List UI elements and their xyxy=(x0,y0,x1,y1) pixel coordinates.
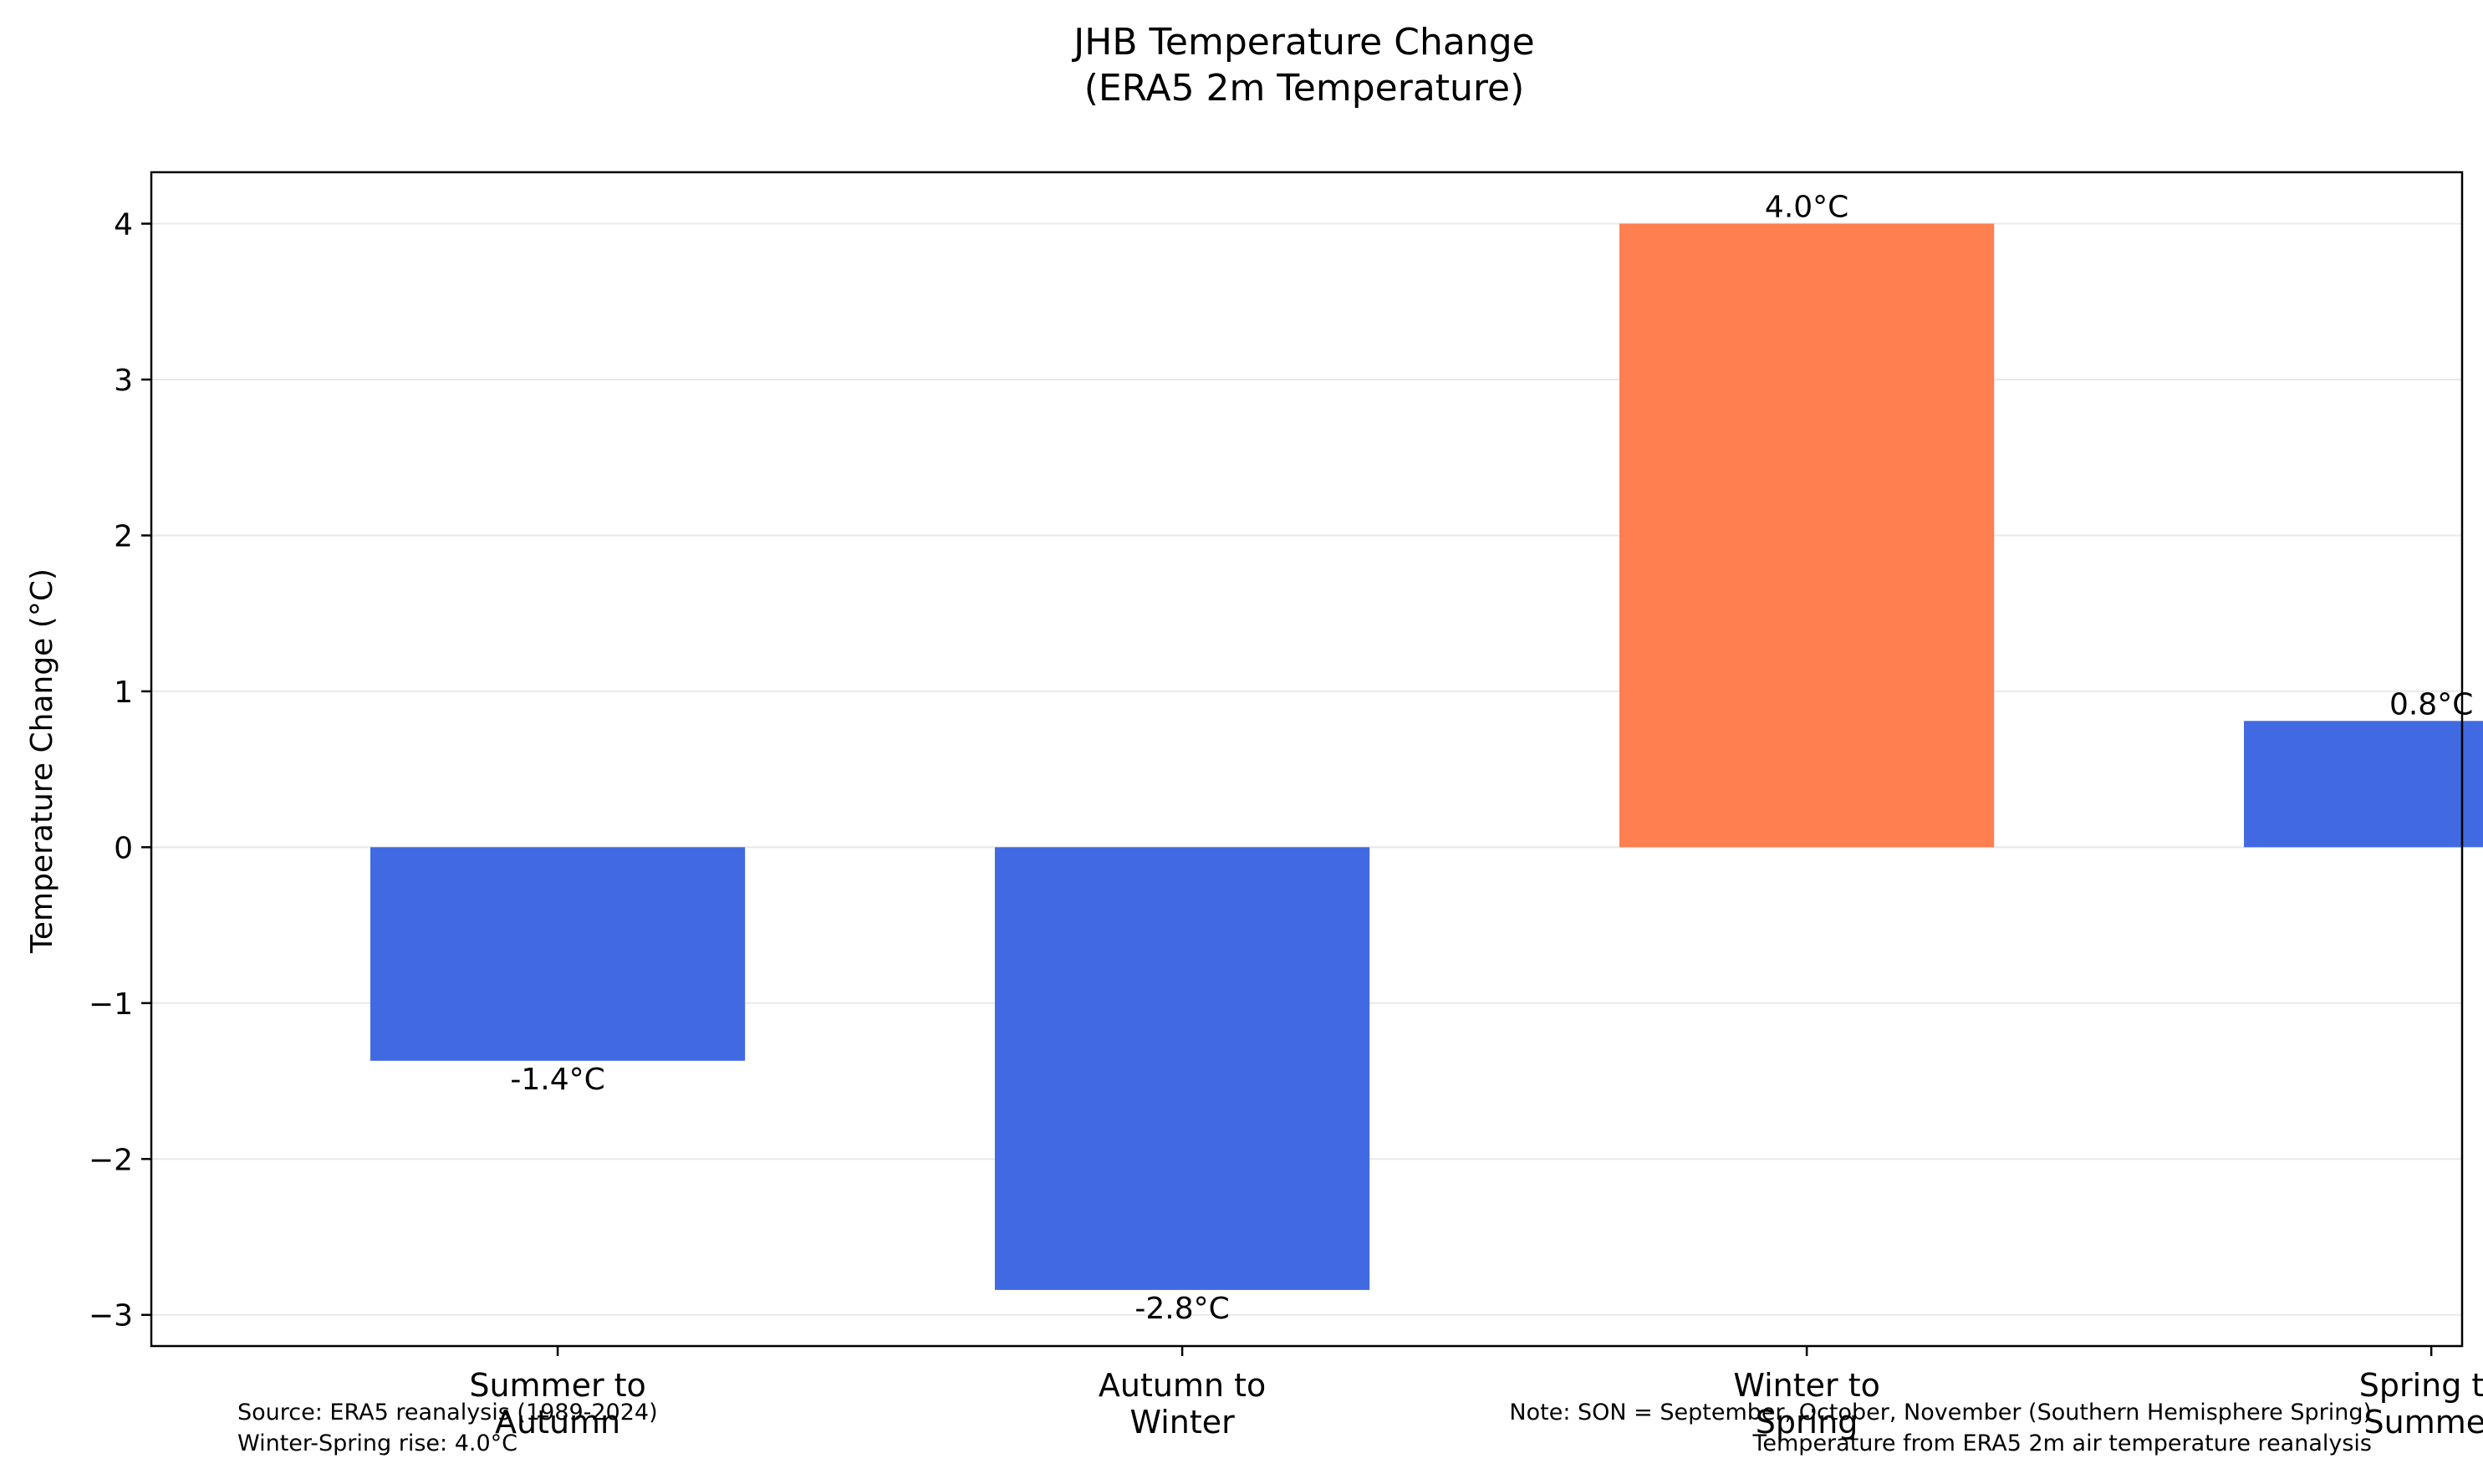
y-tick-label: −2 xyxy=(89,1143,133,1177)
bar-value-label: -2.8°C xyxy=(1134,1292,1229,1326)
x-tick-label: Spring xyxy=(1756,1404,1858,1441)
bar xyxy=(370,847,746,1061)
y-tick-label: 1 xyxy=(114,676,133,710)
source-note: Source: ERA5 reanalysis (1989-2024) xyxy=(237,1400,658,1425)
x-tick-label: Summer xyxy=(2364,1404,2483,1441)
x-tick-label: Winter xyxy=(1129,1404,1235,1441)
bar xyxy=(2244,721,2483,848)
x-tick-label: Summer to xyxy=(469,1367,645,1404)
x-tick-label: Autumn xyxy=(495,1404,620,1441)
chart-title-line-2: (ERA5 2m Temperature) xyxy=(1084,67,1525,110)
bar-value-label: 4.0°C xyxy=(1765,191,1848,225)
footnote-left: Source: ERA5 reanalysis (1989-2024) Wint… xyxy=(237,1400,658,1456)
x-tick-label: Winter to xyxy=(1733,1367,1880,1404)
y-axis-label: Temperature Change (°C) xyxy=(25,569,59,954)
bars: -1.4°C -2.8°C 4.0°C 0.8°C xyxy=(370,191,2483,1326)
bar-value-label: 0.8°C xyxy=(2389,687,2473,722)
bar xyxy=(994,847,1370,1290)
bar xyxy=(1619,223,1995,848)
son-note: Note: SON = September, October, November… xyxy=(1509,1400,2372,1425)
x-tick-label: Autumn to xyxy=(1099,1367,1266,1404)
y-tick-label: 2 xyxy=(114,519,133,553)
y-tick-label: 3 xyxy=(114,364,133,398)
y-tick-label: −1 xyxy=(89,987,133,1022)
footnote-right: Note: SON = September, October, November… xyxy=(1509,1400,2372,1456)
winter-spring-note: Winter-Spring rise: 4.0°C xyxy=(237,1430,518,1456)
plot-frame xyxy=(150,171,2464,1348)
x-tick-label: Spring to xyxy=(2359,1367,2483,1404)
bar-value-label: -1.4°C xyxy=(510,1063,604,1097)
y-tick-label: −3 xyxy=(89,1299,133,1334)
y-tick-label: 0 xyxy=(114,831,133,865)
reanalysis-note: Temperature from ERA5 2m air temperature… xyxy=(1751,1430,2372,1456)
y-tick-label: 4 xyxy=(114,208,133,242)
chart-title-line-1: JHB Temperature Change xyxy=(1071,21,1534,64)
